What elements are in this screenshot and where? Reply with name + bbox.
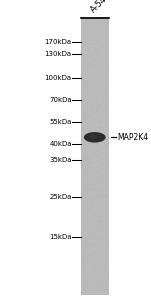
Ellipse shape — [84, 132, 106, 142]
Text: 35kDa: 35kDa — [49, 157, 72, 163]
Text: 70kDa: 70kDa — [49, 97, 72, 103]
Text: 170kDa: 170kDa — [45, 39, 72, 45]
Text: 25kDa: 25kDa — [49, 194, 72, 200]
Text: 100kDa: 100kDa — [45, 75, 72, 81]
Text: 55kDa: 55kDa — [49, 119, 72, 125]
Text: A-549: A-549 — [89, 0, 113, 14]
Ellipse shape — [89, 135, 97, 139]
Text: MAP2K4: MAP2K4 — [117, 133, 148, 142]
Text: 130kDa: 130kDa — [45, 51, 72, 57]
Text: 40kDa: 40kDa — [49, 141, 72, 147]
Text: 15kDa: 15kDa — [49, 234, 72, 240]
